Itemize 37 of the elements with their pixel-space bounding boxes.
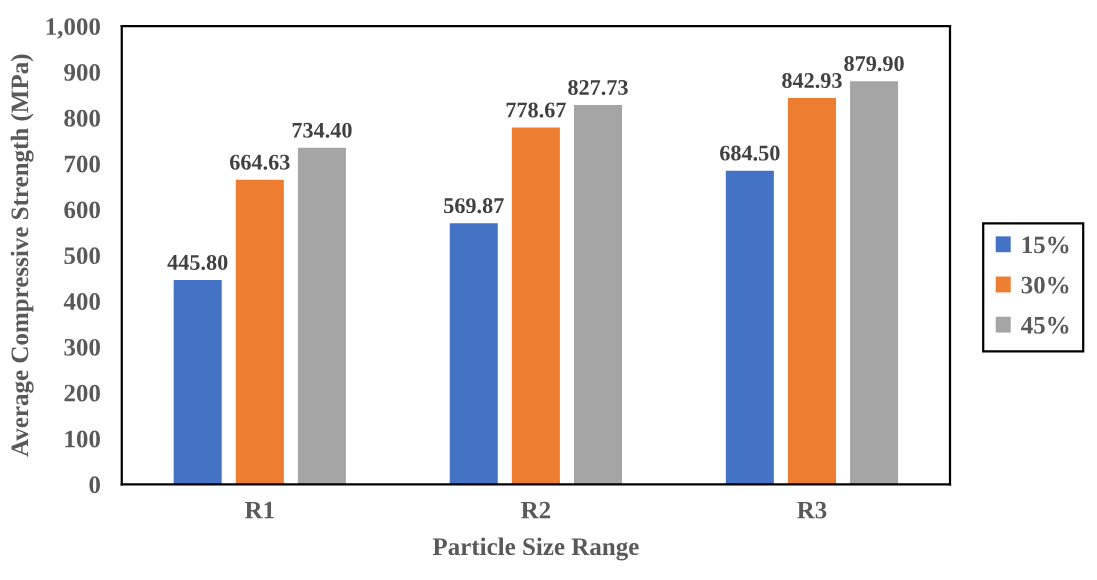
data-label: 664.63: [230, 154, 290, 170]
y-tick-label: 600: [64, 201, 100, 219]
data-label: 684.50: [720, 145, 780, 161]
y-tick-label: 300: [64, 338, 100, 356]
data-label: 734.40: [292, 122, 352, 138]
bar: [235, 179, 284, 485]
bar: [511, 127, 560, 485]
legend-label: 30%: [1021, 276, 1069, 294]
y-tick-label: 500: [64, 247, 100, 265]
legend-label: 15%: [1022, 236, 1069, 254]
bar: [787, 98, 836, 485]
bar: [297, 147, 346, 485]
bar: [850, 81, 899, 485]
x-axis-title: Particle Size Range: [432, 537, 639, 561]
y-tick-label: 700: [64, 155, 100, 173]
bar: [173, 280, 222, 485]
x-tick-label: R2: [521, 501, 551, 519]
y-tick-label: 900: [64, 63, 100, 81]
x-tick-label: R3: [797, 501, 827, 519]
data-label: 842.93: [782, 73, 842, 89]
data-label: 569.87: [444, 198, 504, 214]
y-tick-label: 100: [65, 430, 100, 448]
bar: [449, 223, 498, 485]
data-label: 879.90: [844, 56, 904, 72]
data-label: 445.80: [167, 254, 228, 271]
y-tick-label: 800: [64, 109, 100, 127]
y-tick-label: 1,000: [46, 18, 100, 39]
y-axis-title: Average Compressive Strength (MPa): [10, 54, 34, 457]
y-tick-label: 400: [63, 293, 100, 310]
bar: [573, 105, 623, 485]
bar: [725, 170, 774, 485]
legend-label: 45%: [1021, 316, 1069, 334]
data-label: 778.67: [506, 102, 566, 118]
y-tick-label: 0: [89, 476, 100, 494]
x-tick-label: R1: [244, 501, 274, 519]
data-label: 827.73: [568, 79, 628, 96]
y-tick-label: 200: [64, 384, 100, 402]
